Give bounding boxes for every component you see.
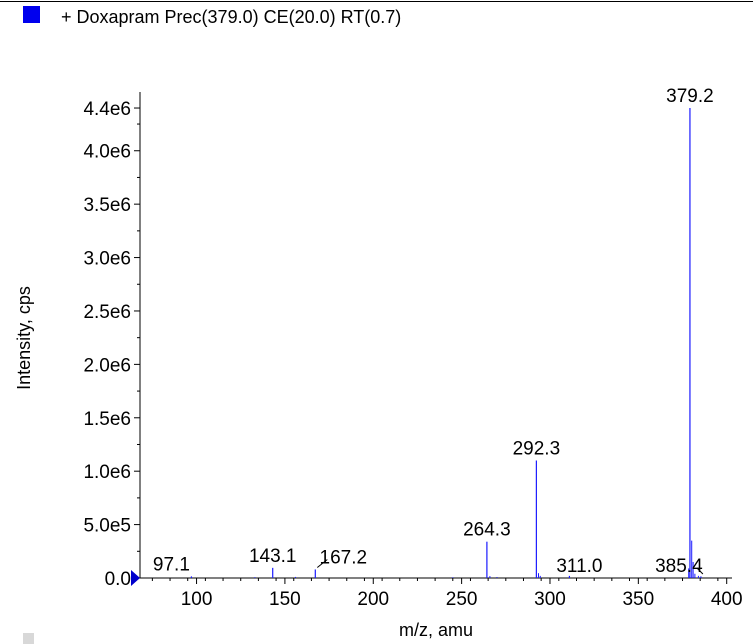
- y-tick-label: 1.0e6: [83, 462, 131, 483]
- x-tick-label: 150: [269, 589, 301, 610]
- x-axis-title: m/z, amu: [399, 620, 473, 640]
- y-tick-label: 3.0e6: [83, 249, 131, 270]
- y-tick-label: 2.5e6: [83, 302, 131, 323]
- y-tick-label: 2.0e6: [83, 355, 131, 376]
- peak-label: 379.2: [666, 86, 714, 107]
- peak-label: 167.2: [320, 547, 368, 568]
- y-axis-title: Intensity, cps: [14, 286, 34, 390]
- x-tick-label: 300: [534, 589, 566, 610]
- y-tick-label: 3.5e6: [83, 195, 131, 216]
- x-tick-label: 250: [446, 589, 478, 610]
- y-zero-marker[interactable]: [131, 570, 140, 586]
- y-tick-label: 4.4e6: [83, 99, 131, 120]
- y-tick-label: 5.0e5: [83, 516, 131, 537]
- peak-leader-line: [696, 567, 704, 575]
- peak-label: 143.1: [249, 546, 297, 567]
- peak-label: 385.4: [655, 556, 703, 577]
- legend-label: + Doxapram Prec(379.0) CE(20.0) RT(0.7): [61, 7, 401, 27]
- peak-label: 292.3: [513, 439, 561, 460]
- y-tick-label: 4.0e6: [83, 142, 131, 163]
- y-tick-label: 0.0: [105, 569, 131, 590]
- x-tick-label: 400: [711, 589, 743, 610]
- peak-leader-line: [316, 559, 328, 568]
- legend-swatch: [23, 6, 40, 23]
- x-tick-label: 100: [181, 589, 213, 610]
- peak-label: 97.1: [153, 554, 190, 575]
- x-tick-label: 350: [622, 589, 654, 610]
- peak-label: 311.0: [556, 556, 602, 577]
- x-tick-label: 200: [357, 589, 389, 610]
- bottom-left-marker: [23, 633, 34, 644]
- peak-label: 264.3: [463, 520, 511, 541]
- plot-area: 0.0 5.0e5 1.0e6 1.5e6 2.0e6 2.5e6 3.0e6 3.5e6 4.…: [83, 86, 742, 610]
- y-tick-label: 1.5e6: [83, 409, 131, 430]
